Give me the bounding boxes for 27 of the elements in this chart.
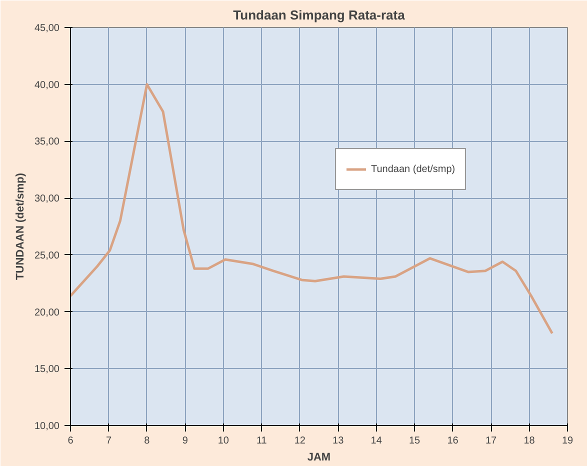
x-tick-label: 11 [256,436,268,446]
y-axis-title: TUNDAAN (det/smp) [14,172,26,280]
x-tick-label: 16 [447,436,459,446]
x-tick-label: 7 [106,436,112,446]
y-tick-label: 40,00 [34,80,60,91]
y-tick-label: 45,00 [34,23,60,34]
y-tick-label: 35,00 [34,136,60,148]
y-tick-label: 25,00 [34,250,60,262]
chart-title: Tundaan Simpang Rata-rata [233,8,406,22]
x-tick-label: 8 [144,436,150,446]
y-tick-label: 15,00 [34,364,60,376]
y-tick-label: 10,00 [34,421,60,432]
x-tick-label: 9 [182,436,188,446]
y-tick-label: 30,00 [34,194,60,205]
x-tick-label: 6 [68,436,74,446]
x-tick-label: 10 [218,436,230,446]
x-tick-label: 19 [562,436,574,446]
x-axis-title: JAM [307,452,331,464]
x-tick-label: 13 [332,436,344,446]
x-tick-label: 14 [370,436,382,446]
legend-label: Tundaan (det/smp) [371,164,456,174]
line-series [70,83,554,335]
x-tick-label: 12 [294,436,306,446]
y-tick-label: 20,00 [34,307,60,318]
x-tick-label: 17 [485,436,498,446]
x-tick-label: 18 [524,436,536,446]
x-tick-label: 15 [409,436,421,446]
